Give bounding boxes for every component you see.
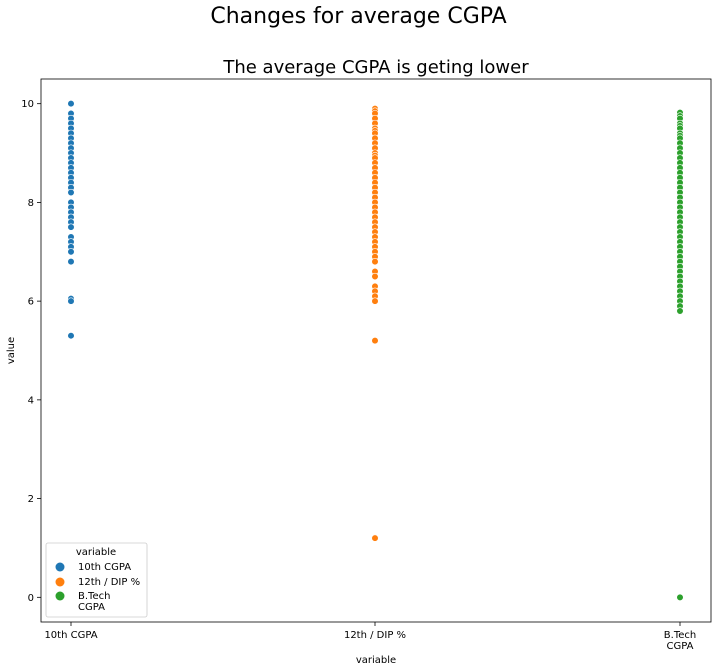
data-point (371, 258, 379, 266)
legend-title: variable (76, 547, 116, 558)
data-point (676, 593, 684, 601)
legend-entry: B.Tech CGPA (78, 591, 110, 613)
data-point (67, 332, 75, 340)
legend-entry: 12th / DIP % (78, 577, 140, 588)
x-axis-label: variable (356, 655, 396, 666)
legend-entry: 10th CGPA (78, 562, 131, 573)
y-tick-label: 4 (28, 395, 34, 406)
data-point (676, 307, 684, 315)
plot-frame (40, 78, 712, 623)
data-point (67, 188, 75, 197)
data-point (67, 223, 75, 231)
data-point (371, 337, 379, 345)
chart-title: The average CGPA is geting lower (222, 57, 529, 78)
y-tick-label: 8 (28, 198, 34, 209)
data-point (67, 100, 75, 108)
y-tick-label: 6 (28, 297, 34, 308)
data-point (371, 534, 379, 542)
data-point (371, 272, 379, 281)
chart-axes: 0 2 4 6 8 10 10th CGPA 12th / DIP % B.Tech CGPA (21, 99, 696, 652)
data-point (371, 297, 379, 305)
figure-suptitle: Changes for average CGPA (210, 4, 507, 29)
y-axis-label: value (6, 337, 17, 364)
x-tick-label: 10th CGPA (44, 630, 97, 641)
data-point (67, 248, 75, 256)
data-point (67, 297, 75, 305)
x-tick-label: 12th / DIP % (344, 630, 406, 641)
y-tick-label: 0 (28, 593, 34, 604)
legend-marker (55, 562, 65, 572)
x-tick-label: B.Tech CGPA (664, 630, 696, 652)
legend-marker (55, 577, 65, 587)
chart-legend: variable 10th CGPA 12th / DIP % B.Tech CGPA (45, 542, 148, 618)
chart-marks (67, 100, 684, 601)
legend-box (45, 542, 148, 618)
y-tick-label: 10 (21, 99, 34, 110)
data-point (67, 258, 75, 266)
legend-marker (55, 591, 65, 601)
y-tick-label: 2 (28, 494, 34, 505)
